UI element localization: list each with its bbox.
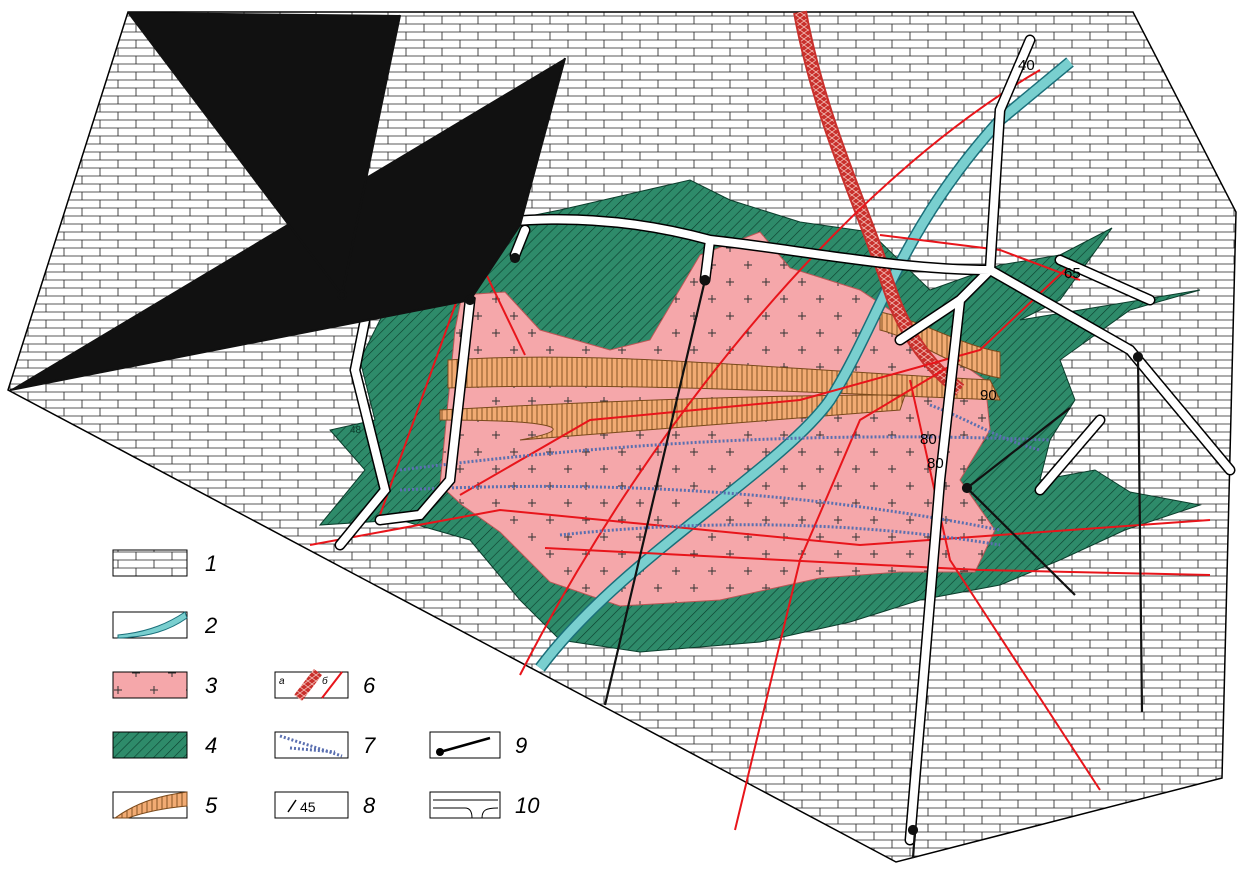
fault-label: а [279,676,285,687]
legend-swatch [287,799,297,813]
legend-swatch [433,799,499,819]
workings [334,34,1236,846]
profile-lines [9,11,1144,859]
dip-label: 40 [1018,57,1035,74]
legend-swatch [429,791,501,819]
dip-label: 80 [927,455,944,472]
dip-label: 90 [980,387,997,404]
legend-number: 1 [205,551,217,576]
legend-number: 6 [363,673,376,698]
legend-swatch [113,791,188,819]
legend-swatch [112,549,188,577]
legend-swatch [439,736,491,754]
map-body: 40 65 90 80 80 48 [7,10,1237,863]
legend-number: 2 [204,613,217,638]
legend-swatch [321,671,343,699]
dip-labels: 40 65 90 80 80 48 [350,57,1081,472]
sample-dip: 45 [300,799,316,815]
legend-number: 7 [363,733,376,758]
legend-swatch [117,611,188,639]
dip-label: 80 [920,431,937,448]
legend-number: 5 [205,793,218,818]
legend-number: 10 [515,793,540,818]
legend-swatch [274,791,349,819]
legend-swatch [294,668,322,702]
legend-swatch [112,671,188,699]
dike-fill [536,58,1073,671]
dip-label: 65 [1064,265,1081,282]
legend-swatch [112,731,188,759]
dip-label: 48 [350,425,362,436]
legend-number: 3 [205,673,218,698]
legend: а б 45 1 2 3 4 5 6 7 8 9 10 [112,549,540,819]
legend-swatch [279,734,343,758]
fault-label: б [322,675,328,687]
legend-swatch [436,748,444,756]
legend-number: 8 [363,793,376,818]
legend-number: 9 [515,733,527,758]
legend-number: 4 [205,733,217,758]
